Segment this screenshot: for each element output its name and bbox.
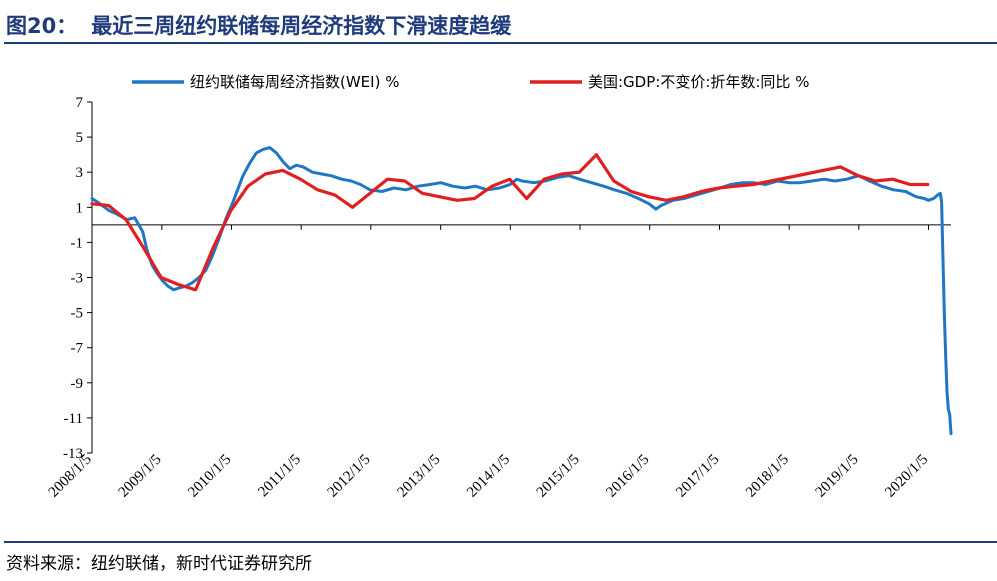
y-tick-label: 1 [76, 200, 84, 216]
x-tick-label: 2017/1/5 [673, 452, 722, 501]
x-tick-label: 2020/1/5 [882, 452, 931, 501]
series-line-2 [90, 153, 930, 292]
y-tick-label: -13 [63, 446, 83, 462]
y-tick-label: -5 [71, 306, 84, 322]
x-tick-label: 2012/1/5 [325, 452, 374, 501]
y-tick-label: -11 [64, 411, 83, 427]
y-tick-label: -7 [71, 341, 84, 357]
x-tick-label: 2015/1/5 [534, 452, 583, 501]
x-tick-label: 2011/1/5 [255, 452, 304, 501]
legend: 纽约联储每周经济指数(WEI) % 美国:GDP:不变价:折年数:同比 % [132, 73, 809, 91]
y-tick-label: 3 [76, 165, 84, 181]
legend-label-1: 纽约联储每周经济指数(WEI) % [190, 73, 399, 91]
y-tick-label: -1 [71, 235, 84, 251]
y-tick-label: 5 [76, 130, 84, 146]
figure-number: 图20： [6, 14, 78, 38]
series-layer [90, 146, 953, 436]
title-rule [4, 42, 997, 44]
y-tick-label: -9 [71, 376, 84, 392]
line-chart: 纽约联储每周经济指数(WEI) % 美国:GDP:不变价:折年数:同比 % 7 5 3… [46, 73, 953, 501]
x-tick-label: 2016/1/5 [603, 452, 652, 501]
y-tick-label: 7 [76, 95, 84, 111]
figure-title-text: 最近三周纽约联储每周经济指数下滑速度趋缓 [91, 14, 512, 38]
source-note: 资料来源：纽约联储，新时代证券研究所 [6, 554, 312, 574]
figure-title: 图20： 最近三周纽约联储每周经济指数下滑速度趋缓 [6, 10, 511, 40]
x-tick-label: 2014/1/5 [464, 452, 513, 501]
x-tick-label: 2019/1/5 [813, 452, 862, 501]
x-tick-label: 2018/1/5 [743, 452, 792, 501]
x-tick-label: 2009/1/5 [116, 452, 165, 501]
source-rule [4, 541, 997, 543]
x-tick-label: 2010/1/5 [185, 452, 234, 501]
x-tick-label: 2013/1/5 [394, 452, 443, 501]
legend-label-2: 美国:GDP:不变价:折年数:同比 % [588, 73, 809, 91]
y-tick-label: -3 [71, 271, 84, 287]
